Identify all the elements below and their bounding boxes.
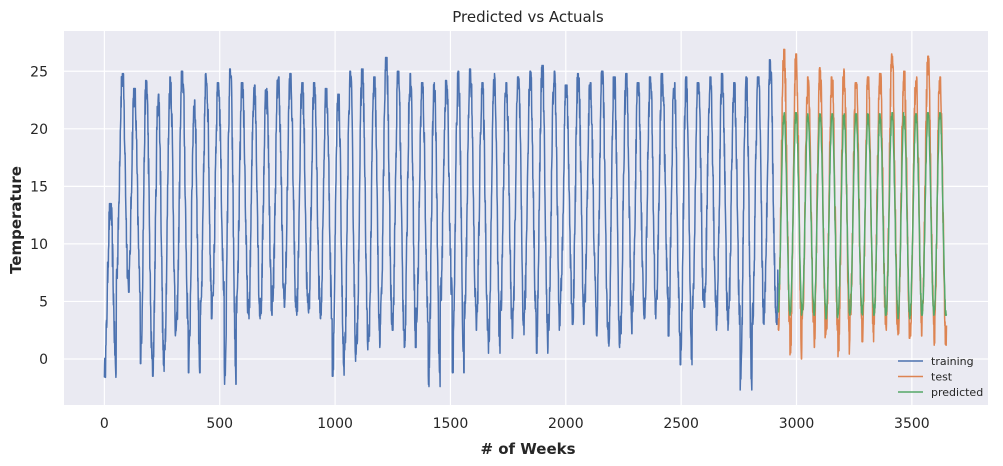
- x-tick-label: 2000: [548, 416, 584, 432]
- y-tick-label: 10: [30, 237, 48, 253]
- legend: training test predicted: [898, 355, 983, 399]
- y-tick-label: 5: [39, 294, 48, 310]
- x-tick-label: 3000: [779, 416, 815, 432]
- series-line-training: [103, 56, 779, 391]
- series-line-predicted: [777, 111, 948, 320]
- x-tick-label: 2500: [663, 416, 699, 432]
- legend-label-training: training: [931, 355, 974, 368]
- x-axis-label: # of Weeks: [480, 440, 575, 458]
- x-tick-label: 500: [206, 416, 233, 432]
- x-tick-label: 3500: [894, 416, 930, 432]
- x-tick-label: 1000: [317, 416, 353, 432]
- y-tick-label: 0: [39, 352, 48, 368]
- y-axis-label: Temperature: [7, 166, 25, 274]
- chart-title: Predicted vs Actuals: [452, 8, 604, 26]
- legend-label-predicted: predicted: [931, 386, 983, 399]
- x-axis-ticks: 0 500 1000 1500 2000 2500 3000 3500: [100, 416, 930, 432]
- legend-label-test: test: [931, 371, 953, 384]
- y-axis-ticks: 0 5 10 15 20 25: [30, 64, 48, 368]
- y-tick-label: 25: [30, 64, 48, 80]
- x-tick-label: 0: [100, 416, 109, 432]
- y-tick-label: 15: [30, 179, 48, 195]
- x-tick-label: 1500: [433, 416, 469, 432]
- y-tick-label: 20: [30, 122, 48, 138]
- series-layer: [103, 48, 948, 391]
